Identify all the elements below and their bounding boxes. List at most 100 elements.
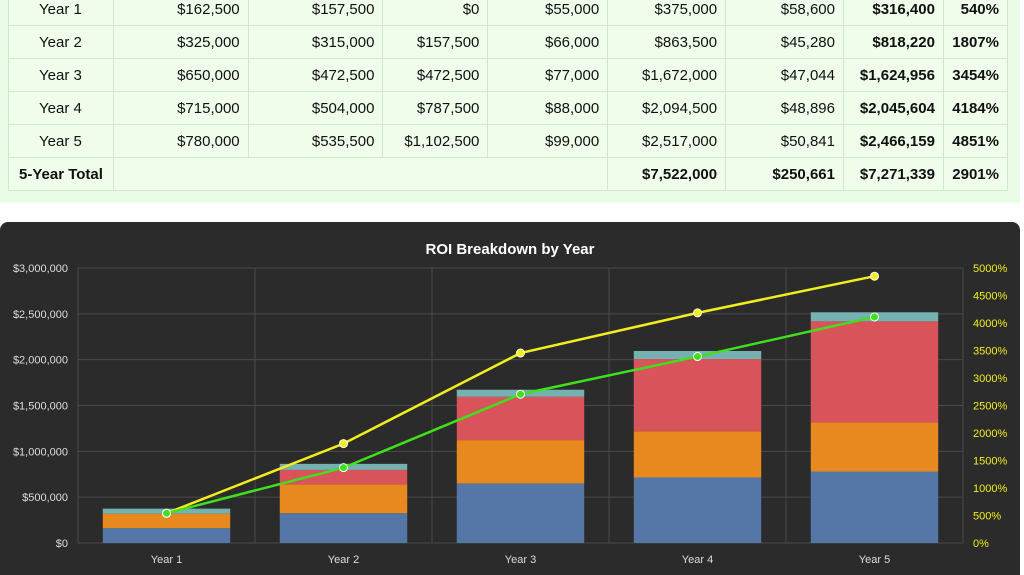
bar-segment	[633, 477, 762, 543]
row-label: Year 4	[8, 91, 114, 125]
bar-segment	[633, 431, 762, 478]
table-cell: $315,000	[247, 25, 384, 59]
row-label: Year 3	[8, 58, 114, 92]
bar-segment	[279, 469, 408, 485]
total-cell: 2901%	[942, 157, 1009, 191]
chart-panel: $0 $500,000 $1,000,000 $1,500,000 $2,000,000…	[0, 222, 1020, 575]
table-cell: $45,280	[725, 25, 844, 59]
y2-tick-label: 2500%	[973, 401, 1007, 413]
chart-title: ROI Breakdown by Year	[426, 241, 595, 258]
series-point	[693, 308, 702, 318]
row-label: Year 1	[8, 0, 114, 26]
table-cell: $316,400	[842, 0, 944, 26]
table-cell: $77,000	[487, 58, 609, 92]
series-point	[162, 508, 171, 518]
table-row: Year 1 $162,500 $157,500 $0 $55,000 $375,000 $…	[8, 0, 1009, 26]
total-label: 5-Year Total	[8, 157, 114, 191]
table-cell: $787,500	[382, 91, 489, 125]
series-point	[870, 312, 879, 322]
table-cell: $325,000	[112, 25, 249, 59]
series-point	[870, 271, 879, 281]
total-cell: $250,661	[725, 157, 844, 191]
table-cell: 1807%	[942, 25, 1009, 59]
total-cell: $7,522,000	[607, 157, 727, 191]
table-cell: $2,094,500	[607, 91, 727, 125]
table-cell: $1,672,000	[607, 58, 727, 92]
table-row: Year 3 $650,000 $472,500 $472,500 $77,000 $1,…	[8, 58, 1009, 92]
table-cell: $2,517,000	[607, 124, 727, 158]
table-cell: $0	[382, 0, 489, 26]
y2-tick-label: 1000%	[973, 483, 1007, 495]
table-cell: $375,000	[607, 0, 727, 26]
y2-tick-label: 1500%	[973, 456, 1007, 468]
table-cell: $88,000	[487, 91, 609, 125]
y2-tick-label: 0%	[973, 538, 989, 550]
x-tick-label: Year 5	[859, 554, 890, 566]
table-cell: $2,045,604	[842, 91, 944, 125]
bar-segment	[456, 483, 585, 543]
series-point	[339, 439, 348, 449]
table-row: Year 4 $715,000 $504,000 $787,500 $88,000 $2,…	[8, 91, 1009, 125]
table-cell: $472,500	[382, 58, 489, 92]
x-tick-label: Year 1	[151, 554, 182, 566]
y-tick-label: $2,000,000	[13, 355, 68, 367]
roi-chart: $0 $500,000 $1,000,000 $1,500,000 $2,000,000…	[13, 241, 1008, 566]
y2-tick-label: 4500%	[973, 291, 1007, 303]
table-cell: $47,044	[725, 58, 844, 92]
series-point	[339, 463, 348, 473]
series-point	[516, 389, 525, 399]
y2-tick-label: 500%	[973, 511, 1001, 523]
bar-segment	[456, 396, 585, 441]
table-row: Year 5 $780,000 $535,500 $1,102,500 $99,000 $…	[8, 124, 1009, 158]
total-row: 5-Year Total $7,522,000 $250,661 $7,271,339…	[8, 157, 1009, 191]
table-row: Year 2 $325,000 $315,000 $157,500 $66,000 $86…	[8, 25, 1009, 59]
bar-segment	[810, 422, 939, 472]
table-cell: $818,220	[842, 25, 944, 59]
row-label: Year 5	[8, 124, 114, 158]
table-cell: $535,500	[247, 124, 384, 158]
bar-segment	[102, 513, 231, 529]
empty-cell	[112, 157, 609, 191]
table-cell: 4851%	[942, 124, 1009, 158]
table-cell: $157,500	[382, 25, 489, 59]
y-tick-label: $2,500,000	[13, 309, 68, 321]
y2-tick-label: 3500%	[973, 346, 1007, 358]
table-cell: $58,600	[725, 0, 844, 26]
y-tick-label: $0	[56, 538, 68, 550]
y2-tick-label: 3000%	[973, 373, 1007, 385]
table-cell: 540%	[942, 0, 1009, 26]
bar-segment	[810, 471, 939, 543]
table-cell: $2,466,159	[842, 124, 944, 158]
table-cell: $472,500	[247, 58, 384, 92]
row-label: Year 2	[8, 25, 114, 59]
table-cell: $650,000	[112, 58, 249, 92]
series-point	[693, 352, 702, 362]
table-cell: $863,500	[607, 25, 727, 59]
bar-segment	[102, 528, 231, 543]
x-tick-label: Year 2	[328, 554, 359, 566]
bar-segment	[810, 321, 939, 423]
table-cell: $162,500	[112, 0, 249, 26]
bar-segment	[279, 484, 408, 514]
table-cell: $99,000	[487, 124, 609, 158]
roi-table-panel: Year 1 $162,500 $157,500 $0 $55,000 $375,000 $…	[0, 0, 1020, 203]
table-cell: $48,896	[725, 91, 844, 125]
series-point	[516, 348, 525, 358]
total-cell: $7,271,339	[842, 157, 944, 191]
table-cell: $780,000	[112, 124, 249, 158]
table-cell: $157,500	[247, 0, 384, 26]
bar-segment	[456, 440, 585, 484]
y-tick-label: $1,500,000	[13, 401, 68, 413]
table-cell: $50,841	[725, 124, 844, 158]
table-cell: $504,000	[247, 91, 384, 125]
table-cell: $1,624,956	[842, 58, 944, 92]
table-cell: $66,000	[487, 25, 609, 59]
y-tick-label: $3,000,000	[13, 263, 68, 275]
y2-tick-label: 2000%	[973, 428, 1007, 440]
y2-tick-label: 5000%	[973, 263, 1007, 275]
bar-segment	[633, 359, 762, 432]
bar-segment	[279, 513, 408, 543]
x-tick-label: Year 4	[682, 554, 713, 566]
y-tick-label: $1,000,000	[13, 446, 68, 458]
table-cell: 3454%	[942, 58, 1009, 92]
